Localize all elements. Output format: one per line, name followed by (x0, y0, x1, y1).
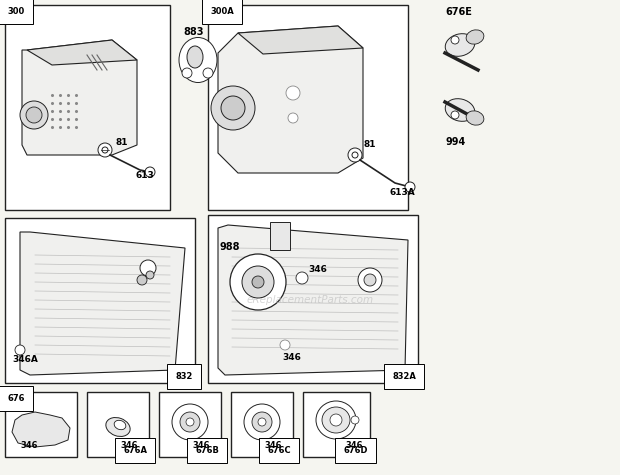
Polygon shape (22, 40, 137, 155)
Circle shape (348, 148, 362, 162)
Circle shape (451, 111, 459, 119)
Bar (159, 392, 221, 457)
Ellipse shape (106, 418, 130, 437)
Circle shape (186, 418, 194, 426)
Text: 676D: 676D (343, 446, 368, 455)
Circle shape (20, 101, 48, 129)
Text: 988: 988 (220, 242, 241, 252)
Bar (208, 5, 408, 210)
Circle shape (102, 147, 108, 153)
Circle shape (351, 416, 359, 424)
Text: 346: 346 (345, 441, 363, 450)
Circle shape (221, 96, 245, 120)
Circle shape (15, 345, 25, 355)
Bar (87, 392, 149, 457)
Circle shape (203, 68, 213, 78)
Text: 346: 346 (308, 265, 327, 274)
Circle shape (98, 143, 112, 157)
Text: 613A: 613A (390, 188, 416, 197)
Circle shape (405, 182, 415, 192)
Polygon shape (12, 412, 70, 447)
Text: 676A: 676A (123, 446, 147, 455)
Polygon shape (238, 26, 363, 54)
Bar (303, 392, 370, 457)
Text: 346: 346 (264, 441, 281, 450)
Polygon shape (27, 40, 137, 65)
Text: 676: 676 (7, 394, 25, 403)
Ellipse shape (187, 46, 203, 68)
Circle shape (145, 167, 155, 177)
Circle shape (288, 113, 298, 123)
Text: 300A: 300A (210, 7, 234, 16)
Circle shape (296, 272, 308, 284)
Polygon shape (218, 26, 363, 173)
Polygon shape (218, 225, 408, 375)
Text: 346: 346 (282, 353, 301, 362)
Ellipse shape (114, 420, 126, 430)
Text: 346: 346 (20, 441, 37, 450)
Circle shape (26, 107, 42, 123)
Text: 883: 883 (183, 27, 203, 37)
Text: 300: 300 (7, 7, 24, 16)
Text: 676B: 676B (195, 446, 219, 455)
Text: 81: 81 (364, 140, 376, 149)
Polygon shape (20, 232, 185, 375)
Text: 994: 994 (445, 137, 465, 147)
Circle shape (180, 412, 200, 432)
Circle shape (230, 254, 286, 310)
Circle shape (140, 260, 156, 276)
Circle shape (244, 404, 280, 440)
Bar (5, 392, 77, 457)
Text: 81: 81 (115, 138, 128, 147)
Bar (270, 222, 290, 250)
Circle shape (182, 68, 192, 78)
Text: 832: 832 (175, 372, 193, 381)
Text: 346A: 346A (12, 355, 38, 364)
Circle shape (364, 274, 376, 286)
Ellipse shape (466, 30, 484, 44)
Text: 676E: 676E (445, 7, 472, 17)
Text: 346: 346 (192, 441, 210, 450)
Ellipse shape (179, 38, 217, 83)
Circle shape (211, 86, 255, 130)
Circle shape (252, 276, 264, 288)
Circle shape (172, 404, 208, 440)
Ellipse shape (316, 401, 356, 439)
Circle shape (252, 412, 272, 432)
Ellipse shape (445, 99, 475, 121)
Circle shape (137, 275, 147, 285)
Circle shape (146, 271, 154, 279)
Text: 832A: 832A (392, 372, 416, 381)
Circle shape (451, 36, 459, 44)
Circle shape (330, 414, 342, 426)
Circle shape (258, 418, 266, 426)
Bar (5, 218, 195, 383)
Circle shape (358, 268, 382, 292)
Ellipse shape (322, 407, 350, 433)
Bar (5, 5, 170, 210)
Bar (208, 215, 418, 383)
Bar (231, 392, 293, 457)
Circle shape (280, 340, 290, 350)
Circle shape (352, 152, 358, 158)
Text: 346: 346 (120, 441, 138, 450)
Ellipse shape (445, 34, 475, 57)
Ellipse shape (466, 111, 484, 125)
Text: 676C: 676C (267, 446, 291, 455)
Circle shape (242, 266, 274, 298)
Text: 613: 613 (135, 171, 154, 180)
Text: eReplacementParts.com: eReplacementParts.com (246, 295, 374, 305)
Circle shape (286, 86, 300, 100)
